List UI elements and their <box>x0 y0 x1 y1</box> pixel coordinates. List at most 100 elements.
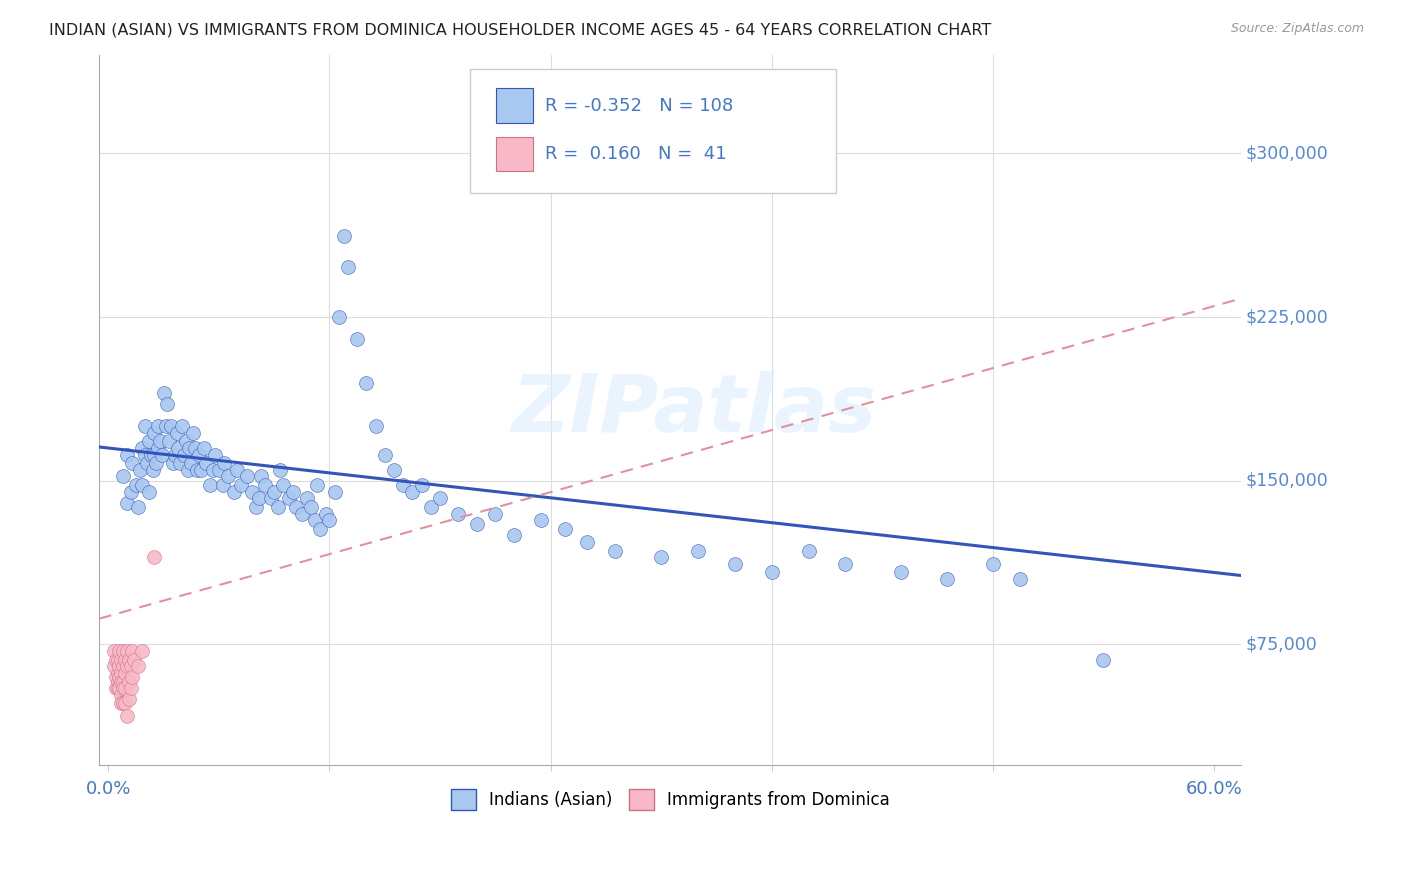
Point <box>411 478 433 492</box>
Point <box>120 681 142 695</box>
Text: 60.0%: 60.0% <box>1185 780 1243 797</box>
Point <box>285 500 308 514</box>
Point <box>149 434 172 449</box>
Point <box>273 478 295 492</box>
Point <box>115 495 138 509</box>
Point <box>240 484 263 499</box>
Point <box>576 534 599 549</box>
Point <box>115 448 138 462</box>
Point <box>419 500 441 514</box>
Point <box>115 644 138 658</box>
Text: ZIPatlas: ZIPatlas <box>510 371 876 449</box>
Point <box>249 491 271 506</box>
Point <box>157 434 180 449</box>
Point <box>169 456 191 470</box>
Point <box>112 697 135 711</box>
Point <box>138 484 160 499</box>
Point <box>108 670 131 684</box>
Point <box>114 665 136 680</box>
Point <box>181 425 204 440</box>
Point <box>127 659 149 673</box>
Point <box>1010 572 1032 586</box>
Point <box>530 513 553 527</box>
Point <box>278 491 301 506</box>
Point <box>120 484 142 499</box>
Point <box>502 528 524 542</box>
Point <box>131 478 153 492</box>
Point <box>291 507 314 521</box>
Point <box>143 425 166 440</box>
Point <box>204 448 226 462</box>
Point <box>146 441 169 455</box>
Point <box>104 681 127 695</box>
Point <box>269 463 291 477</box>
Point <box>447 507 470 521</box>
Point <box>115 709 138 723</box>
Text: R =  0.160   N =  41: R = 0.160 N = 41 <box>544 145 727 162</box>
Point <box>162 456 184 470</box>
Point <box>382 463 405 477</box>
Point <box>128 463 150 477</box>
Point <box>108 644 131 658</box>
Text: Source: ZipAtlas.com: Source: ZipAtlas.com <box>1230 22 1364 36</box>
Point <box>103 644 125 658</box>
Point <box>134 419 156 434</box>
Point <box>554 522 576 536</box>
Point <box>211 478 233 492</box>
Point <box>724 557 747 571</box>
Point <box>107 653 129 667</box>
Point <box>198 478 221 492</box>
Point <box>108 681 131 695</box>
Legend: Indians (Asian), Immigrants from Dominica: Indians (Asian), Immigrants from Dominic… <box>444 783 897 816</box>
Point <box>176 463 198 477</box>
Point <box>195 456 218 470</box>
Point <box>245 500 267 514</box>
Point <box>299 500 322 514</box>
Point <box>1092 653 1115 667</box>
Point <box>174 434 197 449</box>
Point <box>121 456 143 470</box>
Point <box>214 456 236 470</box>
Point <box>114 697 136 711</box>
Point <box>222 484 245 499</box>
Point <box>356 376 378 390</box>
Point <box>333 229 356 244</box>
Point <box>127 500 149 514</box>
Point <box>110 697 132 711</box>
Point <box>172 419 194 434</box>
Point <box>202 463 225 477</box>
Point <box>115 659 138 673</box>
Point <box>297 491 319 506</box>
Point <box>121 670 143 684</box>
Text: INDIAN (ASIAN) VS IMMIGRANTS FROM DOMINICA HOUSEHOLDER INCOME AGES 45 - 64 YEARS: INDIAN (ASIAN) VS IMMIGRANTS FROM DOMINI… <box>49 22 991 37</box>
Point <box>173 448 195 462</box>
Point <box>152 386 174 401</box>
Point <box>263 484 285 499</box>
Point <box>112 674 135 689</box>
Point <box>118 692 141 706</box>
Point <box>429 491 451 506</box>
Point <box>108 659 131 673</box>
Point <box>186 463 208 477</box>
Text: $75,000: $75,000 <box>1246 635 1317 654</box>
Point <box>114 681 136 695</box>
Point <box>142 463 165 477</box>
Point <box>150 448 173 462</box>
Bar <box>495 136 533 170</box>
Point <box>184 441 207 455</box>
Point <box>187 448 209 462</box>
Point <box>120 659 142 673</box>
Point <box>374 448 396 462</box>
Point <box>226 463 249 477</box>
Point <box>318 513 340 527</box>
Point <box>155 419 177 434</box>
Point <box>250 469 273 483</box>
Point <box>281 484 304 499</box>
Text: 0.0%: 0.0% <box>86 780 131 797</box>
Point <box>107 665 129 680</box>
Point <box>981 557 1004 571</box>
Point <box>131 441 153 455</box>
Point <box>118 674 141 689</box>
Point <box>304 513 326 527</box>
Text: $150,000: $150,000 <box>1246 472 1327 490</box>
